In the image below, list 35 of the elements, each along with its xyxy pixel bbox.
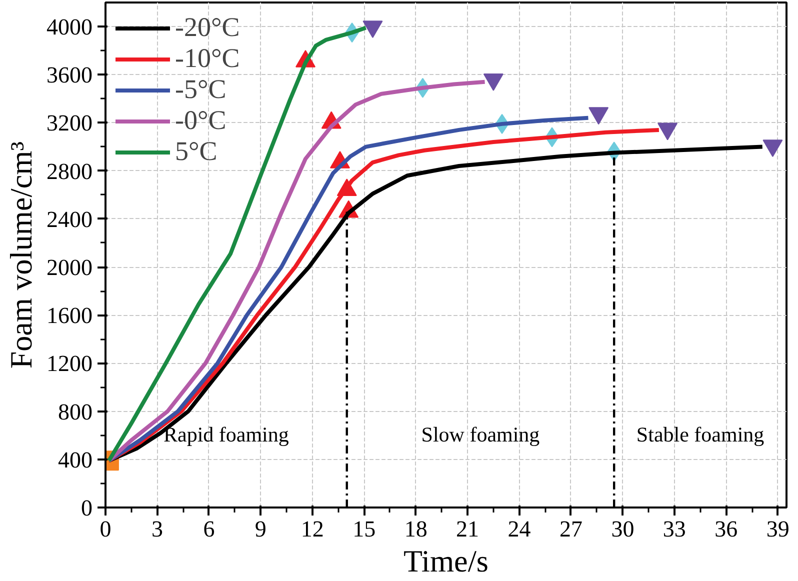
y-tick-label: 400 bbox=[58, 447, 92, 472]
legend-label: -20°C bbox=[175, 12, 240, 43]
x-tick-label: 12 bbox=[300, 516, 324, 542]
y-tick-label: 1600 bbox=[46, 303, 92, 328]
legend-label: -0°C bbox=[175, 105, 226, 136]
x-tick-label: 9 bbox=[254, 516, 266, 542]
x-tick-label: 33 bbox=[662, 516, 686, 542]
y-tick-label: 4000 bbox=[46, 14, 92, 40]
x-tick-label: 30 bbox=[611, 516, 634, 542]
y-tick-label: 3200 bbox=[46, 110, 92, 136]
x-tick-label: 0 bbox=[100, 516, 112, 542]
legend-label: -5°C bbox=[175, 74, 226, 105]
annotation: Stable foaming bbox=[636, 422, 765, 446]
y-tick-label: 1200 bbox=[46, 351, 92, 376]
x-tick-label: 6 bbox=[203, 516, 215, 542]
annotation: Slow foaming bbox=[421, 422, 540, 446]
y-tick-label: 800 bbox=[58, 399, 92, 424]
legend-label: -10°C bbox=[175, 43, 240, 74]
x-tick-label: 18 bbox=[404, 516, 428, 542]
y-tick-label: 0 bbox=[81, 496, 92, 520]
x-tick-label: 15 bbox=[352, 516, 376, 542]
y-tick-label: 2000 bbox=[46, 255, 92, 280]
y-tick-label: 2400 bbox=[46, 206, 92, 232]
y-tick-label: 3600 bbox=[46, 62, 92, 88]
legend-label: 5°C bbox=[175, 136, 218, 167]
x-tick-label: 24 bbox=[508, 516, 532, 542]
y-axis-title: Foam volume/cm³ bbox=[4, 141, 38, 369]
x-tick-label: 39 bbox=[766, 516, 790, 542]
y-tick-label: 2800 bbox=[46, 158, 92, 184]
x-axis-title: Time/s bbox=[403, 544, 489, 578]
annotation: Rapid foaming bbox=[163, 422, 290, 446]
x-tick-label: 27 bbox=[559, 516, 582, 542]
x-tick-label: 21 bbox=[456, 516, 480, 542]
x-tick-label: 3 bbox=[151, 516, 163, 542]
x-tick-label: 36 bbox=[714, 516, 738, 542]
